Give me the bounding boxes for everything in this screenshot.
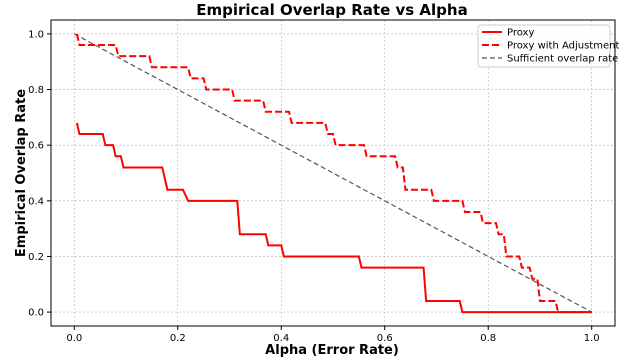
x-tick-label: 1.0 — [584, 333, 600, 344]
legend-label-1: Proxy with Adjustments — [507, 41, 619, 52]
x-axis-ticks: 0.0 0.2 0.4 0.6 0.8 1.0 — [66, 326, 600, 344]
y-tick-label: 0.8 — [28, 85, 44, 96]
y-tick-label: 0.2 — [28, 252, 44, 263]
y-axis-ticks: 0.0 0.2 0.4 0.6 0.8 1.0 — [28, 29, 51, 319]
legend-box — [477, 24, 611, 68]
x-tick-label: 0.2 — [170, 333, 186, 344]
x-tick-label: 0.0 — [66, 333, 82, 344]
y-tick-label: 0.4 — [28, 196, 44, 207]
chart-title: Empirical Overlap Rate vs Alpha — [196, 1, 467, 19]
x-tick-label: 0.6 — [377, 333, 393, 344]
y-axis-label: Empirical Overlap Rate — [14, 89, 29, 257]
plot-area — [50, 19, 616, 327]
legend: Proxy Proxy with Adjustments Sufficient ov… — [477, 24, 619, 68]
x-tick-label: 0.8 — [480, 333, 496, 344]
y-tick-label: 0.0 — [28, 308, 44, 319]
legend-label-2: Sufficient overlap rate — [507, 54, 618, 65]
y-tick-label: 0.6 — [28, 141, 44, 152]
x-tick-label: 0.4 — [273, 333, 289, 344]
y-tick-label: 1.0 — [28, 29, 44, 40]
series-layer — [73, 33, 593, 314]
x-axis-label: Alpha (Error Rate) — [265, 343, 399, 358]
legend-label-0: Proxy — [507, 28, 534, 39]
series-line-2 — [73, 33, 593, 313]
series-line-0 — [75, 122, 592, 314]
series-line-1 — [75, 33, 592, 314]
